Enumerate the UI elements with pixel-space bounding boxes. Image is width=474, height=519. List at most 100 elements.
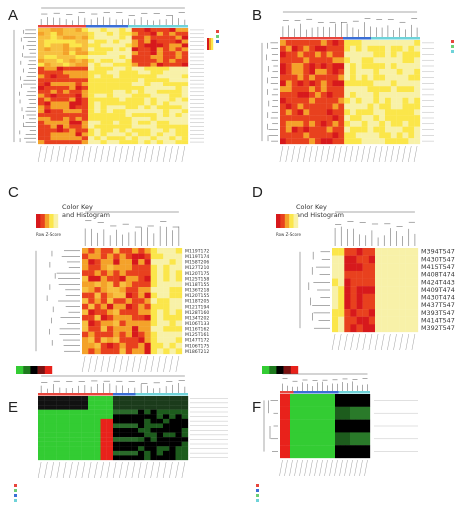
panel-e-cell: [88, 396, 95, 401]
panel-a-cell: [156, 101, 164, 106]
panel-a-cell: [63, 31, 70, 36]
panel-d-cell: [368, 293, 376, 302]
panel-c-cell: [157, 287, 164, 293]
panel-a-cell: [113, 58, 120, 63]
panel-a-cell: [163, 35, 170, 40]
panel-b-cell: [332, 138, 339, 145]
panel-b-cell: [408, 45, 415, 52]
panel-a-cell: [175, 140, 182, 145]
panel-e-cell: [131, 437, 139, 442]
panel-c-cell: [113, 281, 120, 288]
panel-a-cell: [150, 62, 157, 67]
panel-a-cell: [106, 128, 114, 133]
panel-a-cell: [38, 128, 45, 133]
panel-b-cell: [350, 109, 356, 116]
panel-a-cell: [144, 105, 151, 110]
panel-a-col-label: [62, 145, 67, 163]
panel-b-col-label: [326, 145, 330, 163]
panel-a-cell: [44, 28, 51, 33]
panel-d-cell: [411, 293, 419, 302]
panel-a-cell: [125, 128, 132, 133]
panel-c-cell: [138, 320, 145, 327]
panel-c-cell: [150, 248, 158, 254]
panel-c-cell: [175, 264, 183, 271]
panel-b-col-label: [279, 145, 284, 163]
panel-f-cell: [360, 394, 366, 407]
panel-a-cell: [56, 31, 64, 36]
panel-c-row-label: M158T206: [185, 260, 209, 266]
panel-e-cell: [100, 423, 107, 429]
panel-b-cell: [385, 138, 391, 145]
panel-c-cell: [163, 298, 170, 304]
panel-b-cell: [291, 92, 298, 98]
panel-e-cell: [44, 396, 51, 401]
panel-a-cell: [88, 124, 95, 129]
panel-c-cell: [119, 326, 126, 332]
panel-e-cell: [38, 400, 45, 406]
panel-f-cell: [340, 406, 346, 420]
panel-c-cell: [107, 281, 114, 288]
panel-c-cell: [88, 259, 95, 265]
panel-b-cell: [332, 109, 339, 116]
panel-d-cell: [332, 270, 339, 279]
panel-b-cell: [326, 40, 333, 46]
panel-f-cell: [345, 406, 351, 420]
panel-a-cell: [119, 78, 126, 83]
panel-e-cell: [131, 414, 139, 420]
panel-b-cell: [320, 45, 327, 52]
panel-c-cell: [150, 309, 158, 316]
panel-b-cell: [280, 74, 286, 81]
panel-b-cell: [361, 109, 368, 116]
panel-b-cell: [315, 74, 321, 81]
panel-a-cell: [150, 43, 157, 48]
panel-b-col-label: [297, 145, 301, 163]
panel-e-cell: [56, 441, 64, 447]
panel-a-cell: [144, 62, 151, 67]
panel-a-cell: [106, 101, 114, 106]
panel-c-cell: [163, 259, 170, 265]
panel-e-cell: [106, 405, 114, 410]
panel-c-cell: [163, 326, 170, 332]
panel-f-cell: [330, 432, 336, 446]
panel-b-cell: [338, 40, 345, 46]
panel-c-cell: [125, 275, 133, 282]
panel-b-cell: [280, 40, 286, 46]
panel-d-cell: [368, 278, 376, 287]
panel-e-cell: [75, 432, 82, 438]
panel-c-col-label: [100, 355, 105, 373]
panel-e-col-label: [56, 461, 61, 479]
panel-d-cell: [362, 293, 369, 302]
panel-d-cell: [356, 278, 363, 287]
panel-d-key-gradient: [289, 214, 294, 228]
panel-e-legend-swatch: [14, 494, 17, 497]
panel-e-col-label: [75, 461, 79, 479]
panel-e-cell: [56, 409, 64, 415]
panel-a-cell: [175, 62, 182, 67]
panel-f-cell: [325, 445, 331, 459]
panel-a-cell: [94, 89, 101, 94]
panel-b-cell: [280, 115, 286, 122]
panel-a-cell: [88, 105, 95, 110]
panel-e-cell: [144, 418, 151, 424]
panel-a-cell: [50, 86, 57, 91]
panel-a-cell: [50, 124, 57, 129]
panel-e-cell: [131, 418, 139, 424]
panel-e-cell: [75, 409, 82, 415]
panel-b-cell: [367, 80, 374, 87]
panel-b-cell: [344, 92, 351, 98]
panel-c-cell: [100, 253, 108, 260]
panel-e-cell: [175, 396, 182, 401]
panel-e-cell: [175, 455, 182, 461]
panel-e-col-label: [44, 461, 48, 479]
panel-d-cell: [332, 286, 339, 294]
panel-a-cell: [181, 128, 189, 133]
panel-d-cell: [375, 286, 382, 294]
panel-d-cell: [411, 324, 419, 333]
panel-a-cell: [119, 120, 126, 125]
panel-a-cell: [144, 28, 151, 33]
panel-c-cell: [132, 303, 139, 310]
panel-e-cell: [50, 446, 57, 452]
panel-b-cell: [315, 115, 321, 122]
panel-e-cell: [119, 446, 126, 452]
panel-a-cell: [38, 39, 45, 44]
